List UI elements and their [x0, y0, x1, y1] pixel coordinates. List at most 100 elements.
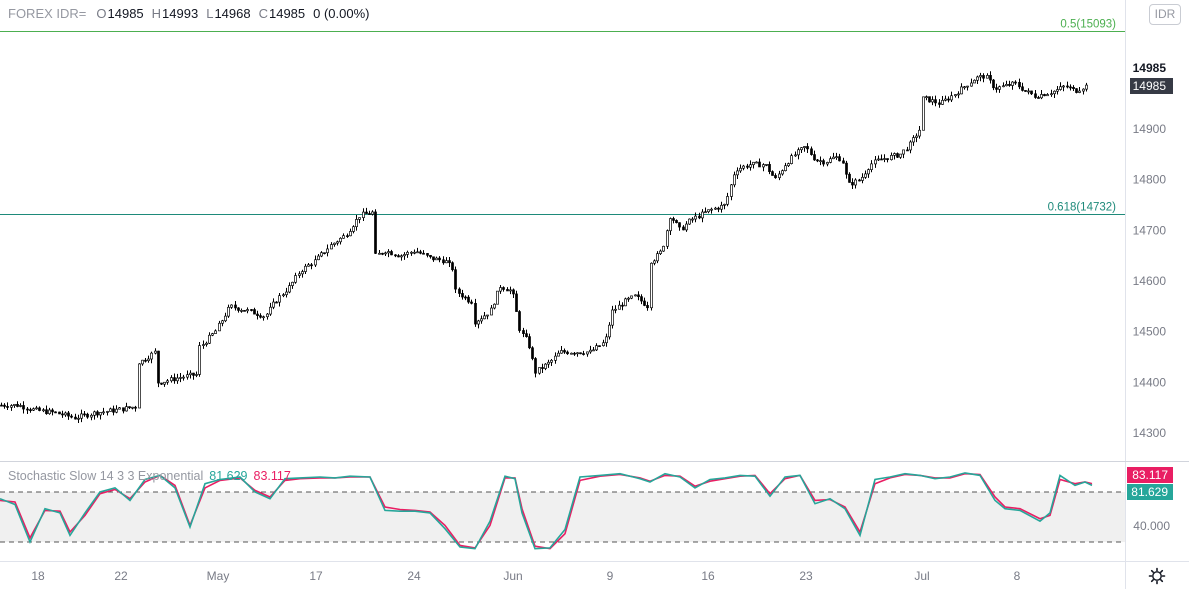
candle-body [365, 211, 368, 214]
candle-body [176, 377, 179, 382]
last-price-text: 14985 [1133, 61, 1167, 75]
candle-body [445, 260, 448, 264]
candle-body [243, 310, 246, 312]
candle-body [931, 99, 934, 103]
candle-body [368, 213, 371, 215]
indicator-legend[interactable]: Stochastic Slow 14 3 3 Exponential 81.629… [8, 469, 291, 483]
candle-body [429, 254, 432, 258]
candle-body [563, 350, 566, 353]
candle-body [605, 336, 608, 344]
price-pane[interactable] [0, 0, 1125, 461]
candle-body [733, 174, 736, 186]
candle-body [109, 408, 112, 412]
candle-body [998, 86, 1001, 90]
candle-body [701, 211, 704, 219]
candle-body [781, 170, 784, 175]
candle-body [611, 309, 614, 326]
candle-body [1075, 88, 1078, 93]
candle-body [963, 86, 966, 89]
candle-body [19, 405, 22, 407]
candle-body [979, 75, 982, 78]
candle-body [912, 137, 915, 143]
candle-body [842, 160, 845, 164]
candle-body [422, 252, 425, 255]
candle-body [618, 304, 621, 310]
candle-body [685, 223, 688, 231]
candle-body [989, 75, 992, 81]
candle-body [128, 406, 131, 409]
candle-body [419, 251, 422, 254]
candle-body [893, 153, 896, 156]
x-tick-label: 22 [114, 569, 128, 583]
candle-body [346, 235, 349, 238]
candle-body [202, 344, 205, 346]
candle-body [16, 403, 19, 407]
candle-body [122, 407, 125, 412]
candle-body [67, 412, 70, 417]
last-price-badge [1130, 78, 1173, 94]
candle-body [598, 345, 601, 348]
candle-body [755, 161, 758, 164]
candle-body [717, 207, 720, 210]
candle-body [694, 215, 697, 220]
candle-body [515, 293, 518, 312]
candle-body [106, 411, 109, 413]
candle-body [624, 298, 627, 307]
candle-body [394, 254, 397, 257]
candle-body [995, 87, 998, 90]
candle-body [218, 322, 221, 332]
candle-body [835, 156, 838, 158]
candle-body [320, 252, 323, 257]
candle-body [35, 407, 38, 410]
candle-body [1069, 86, 1072, 89]
candle-body [278, 295, 281, 303]
candle-body [1002, 85, 1005, 88]
settings-gear-icon[interactable] [1148, 567, 1166, 585]
candle-body [54, 411, 57, 414]
candle-body [256, 313, 259, 317]
candle-body [163, 381, 166, 385]
symbol-name[interactable]: FOREX IDR= [8, 6, 87, 21]
candle-body [928, 96, 931, 103]
candle-body [538, 367, 541, 374]
candle-body [42, 409, 45, 412]
candle-body [806, 146, 809, 150]
candle-body [131, 406, 134, 409]
y-tick-label: 14900 [1133, 122, 1167, 136]
indicator-name: Stochastic Slow 14 3 3 Exponential [8, 469, 204, 483]
candle-body [720, 204, 723, 210]
candle-body [957, 93, 960, 96]
candle-body [573, 352, 576, 355]
stoch-band [0, 492, 1125, 543]
fib-level-label: 0.5(15093) [1060, 19, 1116, 31]
candle-body [778, 173, 781, 179]
candle-body [406, 251, 409, 255]
candle-body [784, 165, 787, 172]
candle-body [522, 330, 525, 334]
candle-body [749, 164, 752, 168]
candle-body [992, 79, 995, 89]
candle-body [1059, 86, 1062, 90]
candle-body [810, 148, 813, 155]
candle-body [1053, 90, 1056, 95]
candle-body [554, 355, 557, 361]
candle-body [934, 99, 937, 104]
candle-body [861, 176, 864, 181]
candle-body [950, 95, 953, 101]
candle-body [262, 316, 265, 319]
candle-body [803, 146, 806, 149]
candle-body [83, 413, 86, 416]
currency-button[interactable]: IDR [1149, 4, 1181, 25]
candle-body [442, 259, 445, 264]
indicator-d-value: 83.117 [253, 469, 291, 483]
candle-body [371, 211, 374, 215]
candle-body [179, 377, 182, 379]
candle-body [966, 85, 969, 88]
candle-body [438, 257, 441, 261]
candle-body [486, 314, 489, 317]
candle-body [518, 311, 521, 331]
candle-body [384, 252, 387, 255]
candle-body [310, 264, 313, 267]
candle-body [317, 255, 320, 261]
